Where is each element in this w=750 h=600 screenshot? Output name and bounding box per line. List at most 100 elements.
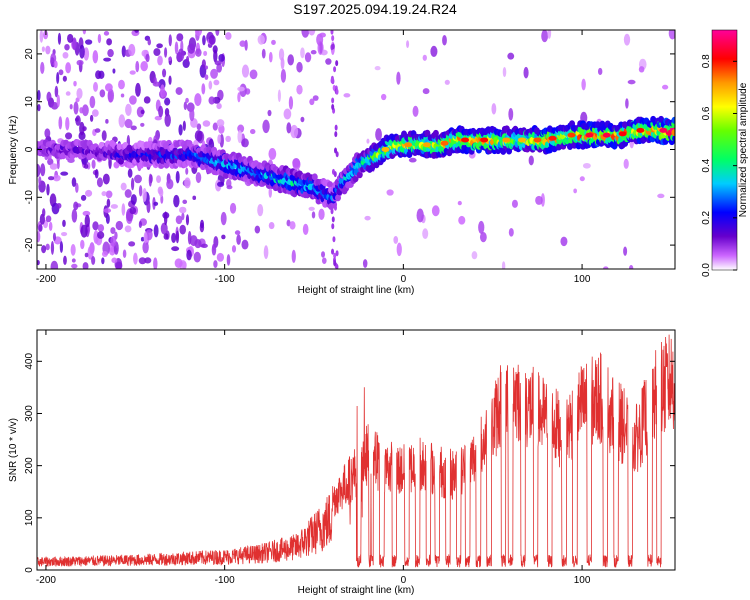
- heatmap-noise-cell: [40, 163, 46, 177]
- heatmap-noise-cell: [168, 75, 172, 85]
- heatmap-peak-cell: [533, 137, 542, 143]
- heatmap-noise-cell: [53, 60, 58, 69]
- heatmap-noise-cell: [110, 227, 116, 235]
- heatmap-noise-cell: [93, 81, 98, 92]
- heatmap-noise-cell: [662, 84, 669, 90]
- heatmap-noise-cell: [287, 54, 295, 66]
- heatmap-noise-cell: [84, 252, 89, 258]
- heatmap-noise-cell: [63, 255, 67, 266]
- heatmap-noise-cell: [130, 125, 137, 131]
- heatmap-noise-cell: [148, 173, 152, 187]
- heatmap-noise-cell: [225, 135, 231, 143]
- heatmap-noise-cell: [283, 108, 292, 120]
- heatmap-noise-cell: [164, 47, 168, 58]
- heatmap-noise-cell: [58, 69, 64, 76]
- colorbar-ticks: 0.0 0.2 0.4 0.6 0.8: [701, 54, 737, 277]
- heatmap-noise-cell: [65, 62, 72, 74]
- heatmap-noise-cell: [136, 106, 145, 118]
- heatmap-noise-cell: [79, 121, 85, 136]
- heatmap-noise-cell: [535, 195, 543, 205]
- heatmap-peak-cell: [567, 132, 576, 138]
- heatmap-noise-cell: [541, 30, 549, 43]
- heatmap-noise-cell: [91, 109, 99, 117]
- heatmap-noise-cell: [237, 130, 243, 144]
- heatmap-noise-cell: [160, 222, 168, 235]
- heatmap-noise-cell: [185, 214, 190, 226]
- heatmap-noise-cell: [59, 241, 64, 253]
- colorbar-tick-label: 0.0: [701, 263, 712, 277]
- x-tick-label: -200: [36, 575, 56, 586]
- heatmap-noise-cell: [213, 260, 218, 268]
- heatmap-noise-cell: [37, 163, 41, 178]
- y-tick-label: -20: [24, 237, 35, 252]
- heatmap-noise-cell: [334, 131, 338, 138]
- heatmap-peak-cell: [602, 132, 611, 138]
- heatmap-noise-cell: [105, 83, 113, 92]
- heatmap-noise-cell: [333, 260, 337, 267]
- heatmap-noise-cell: [444, 79, 450, 85]
- heatmap-noise-cell: [121, 203, 126, 216]
- heatmap-noise-cell: [181, 212, 185, 221]
- heatmap-noise-cell: [89, 95, 96, 109]
- heatmap-noise-cell: [638, 66, 645, 73]
- heatmap-noise-cell: [122, 249, 127, 259]
- heatmap-noise-cell: [508, 228, 514, 237]
- heatmap-noise-cell: [300, 47, 305, 59]
- heatmap-noise-cell: [502, 66, 507, 78]
- heatmap-noise-cell: [143, 231, 148, 244]
- heatmap-noise-cell: [179, 206, 187, 214]
- heatmap-noise-cell: [142, 187, 147, 202]
- x-tick-label: 100: [574, 575, 591, 586]
- snr-background: [37, 330, 675, 570]
- heatmap-noise-cell: [226, 254, 231, 266]
- heatmap-noise-cell: [160, 194, 164, 204]
- heatmap-noise-cell: [156, 43, 163, 49]
- heatmap-noise-cell: [257, 34, 265, 45]
- heatmap-noise-cell: [628, 264, 634, 269]
- heatmap-noise-cell: [37, 104, 41, 112]
- heatmap-noise-cell: [72, 37, 77, 51]
- heatmap-noise-cell: [261, 48, 266, 59]
- heatmap-noise-cell: [290, 124, 299, 139]
- heatmap-peak-cell: [618, 131, 627, 137]
- heatmap-noise-cell: [257, 203, 264, 217]
- heatmap-noise-cell: [528, 155, 534, 166]
- heatmap-noise-cell: [79, 44, 85, 59]
- heatmap-noise-cell: [168, 57, 172, 62]
- heatmap-noise-cell: [159, 188, 164, 197]
- heatmap-noise-cell: [491, 103, 497, 115]
- heatmap-noise-cell: [216, 252, 225, 262]
- y-tick-label: 10: [24, 96, 35, 108]
- heatmap-noise-cell: [335, 88, 339, 95]
- heatmap-noise-cell: [45, 215, 52, 223]
- heatmap-noise-cell: [332, 236, 336, 243]
- heatmap-noise-cell: [105, 118, 109, 124]
- heatmap-noise-cell: [225, 32, 232, 40]
- heatmap-noise-cell: [431, 205, 440, 217]
- heatmap-noise-cell: [581, 78, 586, 91]
- heatmap-noise-cell: [216, 119, 225, 127]
- heatmap-noise-cell: [220, 211, 227, 226]
- heatmap-noise-cell: [95, 70, 102, 80]
- heatmap-noise-cell: [300, 116, 305, 123]
- heatmap-noise-cell: [226, 185, 233, 190]
- heatmap-noise-cell: [194, 130, 203, 142]
- heatmap-noise-cell: [174, 258, 183, 268]
- heatmap-noise-cell: [99, 89, 106, 98]
- heatmap-noise-cell: [579, 176, 585, 182]
- heatmap-noise-cell: [69, 104, 73, 110]
- heatmap-noise-cell: [507, 52, 515, 60]
- heatmap-noise-cell: [186, 249, 192, 261]
- snr-panel: -200 -100 0 100 0 100 200 300 400 Height of stra…: [8, 329, 676, 596]
- heatmap-peak-cell: [422, 142, 431, 148]
- heatmap-noise-cell: [603, 266, 609, 269]
- heatmap-noise-cell: [56, 202, 62, 209]
- heatmap-noise-cell: [308, 30, 316, 36]
- heatmap-noise-cell: [194, 30, 203, 37]
- heatmap-noise-cell: [296, 84, 303, 95]
- x-tick-label: -100: [215, 575, 235, 586]
- heatmap-noise-cell: [288, 96, 294, 110]
- heatmap-noise-cell: [38, 224, 43, 232]
- heatmap-ridge-cell: [500, 147, 507, 155]
